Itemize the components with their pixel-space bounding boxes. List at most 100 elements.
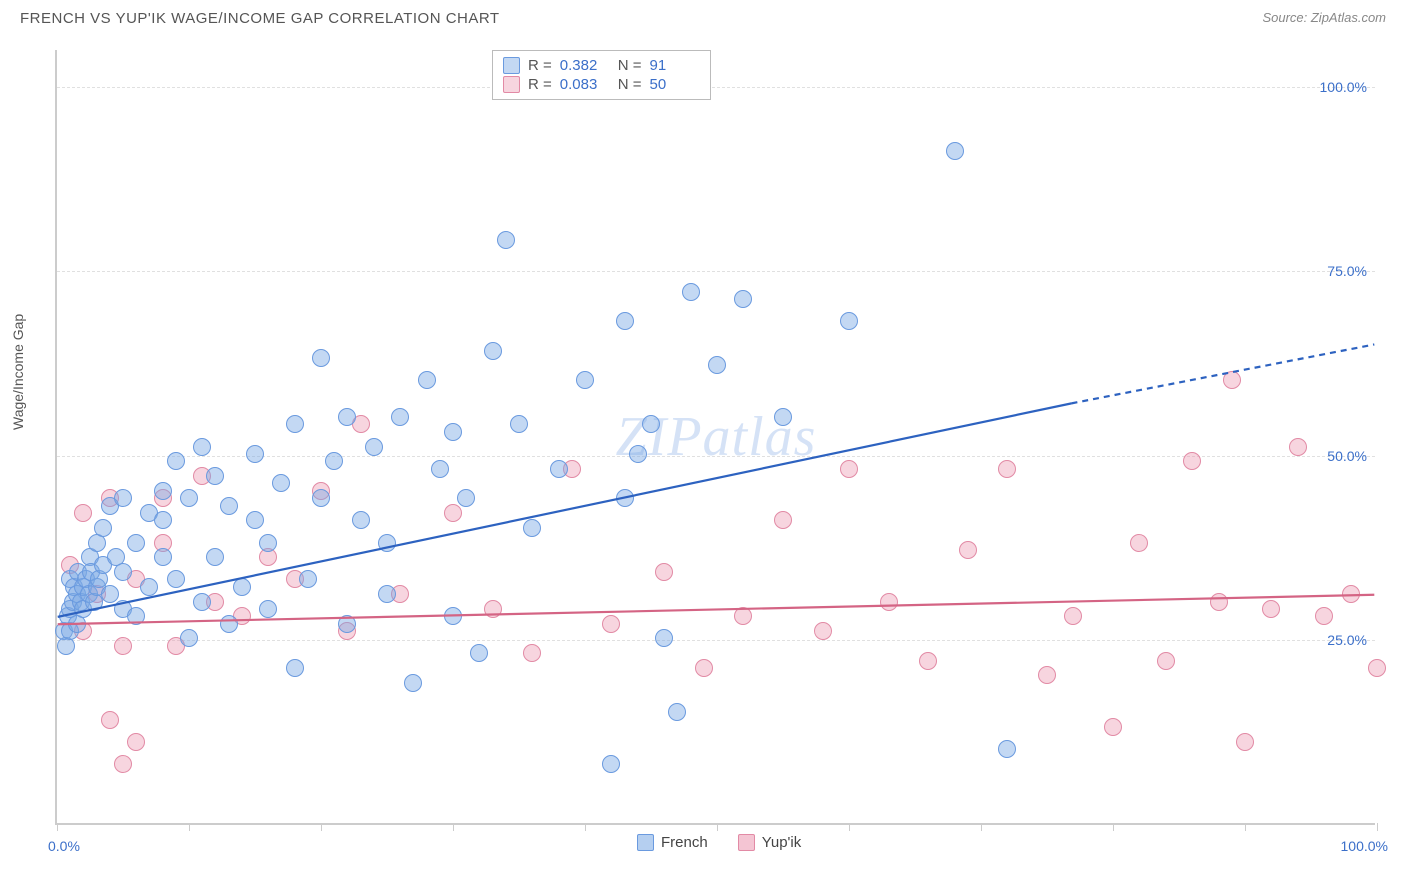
scatter-point-yupik (484, 600, 502, 618)
x-tick (321, 823, 322, 831)
legend-label: French (661, 834, 708, 851)
legend-label: Yup'ik (762, 834, 802, 851)
source-attribution: Source: ZipAtlas.com (1262, 10, 1386, 25)
legend-item: French (637, 834, 708, 851)
scatter-point-french (246, 511, 264, 529)
scatter-point-french (998, 740, 1016, 758)
legend: French Yup'ik (637, 834, 801, 851)
scatter-point-french (629, 445, 647, 463)
scatter-point-french (404, 674, 422, 692)
scatter-point-yupik (880, 593, 898, 611)
scatter-point-yupik (444, 504, 462, 522)
scatter-point-french (220, 615, 238, 633)
scatter-point-french (510, 415, 528, 433)
scatter-point-french (946, 142, 964, 160)
y-tick-label: 100.0% (1320, 79, 1367, 95)
scatter-point-french (325, 452, 343, 470)
scatter-point-french (840, 312, 858, 330)
x-tick (57, 823, 58, 831)
stat-value-r-yupik: 0.083 (560, 76, 610, 93)
scatter-point-french (127, 607, 145, 625)
stat-value-r-french: 0.382 (560, 57, 610, 74)
scatter-point-french (312, 349, 330, 367)
legend-swatch (738, 834, 755, 851)
chart-title: FRENCH VS YUP'IK WAGE/INCOME GAP CORRELA… (20, 10, 500, 27)
scatter-point-french (682, 283, 700, 301)
y-tick-label: 50.0% (1327, 448, 1367, 464)
scatter-point-french (127, 534, 145, 552)
scatter-point-yupik (919, 652, 937, 670)
scatter-point-french (338, 408, 356, 426)
scatter-point-yupik (101, 711, 119, 729)
x-tick (849, 823, 850, 831)
scatter-point-french (774, 408, 792, 426)
scatter-point-yupik (998, 460, 1016, 478)
scatter-point-yupik (1289, 438, 1307, 456)
stat-label-n: N = (618, 57, 642, 74)
scatter-point-french (602, 755, 620, 773)
scatter-point-french (206, 548, 224, 566)
scatter-point-french (154, 511, 172, 529)
scatter-point-french (206, 467, 224, 485)
stat-value-n-yupik: 50 (650, 76, 700, 93)
scatter-point-yupik (114, 755, 132, 773)
scatter-point-french (154, 548, 172, 566)
plot-area: ZIPatlas R = 0.382 N = 91 R = 0.083 N = … (55, 50, 1375, 825)
scatter-point-french (259, 534, 277, 552)
scatter-point-french (338, 615, 356, 633)
scatter-point-yupik (523, 644, 541, 662)
scatter-point-yupik (74, 504, 92, 522)
x-tick (981, 823, 982, 831)
scatter-point-yupik (1104, 718, 1122, 736)
x-tick (453, 823, 454, 831)
scatter-point-french (193, 593, 211, 611)
scatter-point-french (484, 342, 502, 360)
scatter-point-french (616, 312, 634, 330)
y-tick-label: 25.0% (1327, 632, 1367, 648)
scatter-point-french (114, 489, 132, 507)
x-tick-label-max: 100.0% (1341, 838, 1388, 854)
scatter-point-yupik (734, 607, 752, 625)
regression-lines (57, 50, 1375, 823)
scatter-point-yupik (1368, 659, 1386, 677)
scatter-point-yupik (1130, 534, 1148, 552)
scatter-point-french (259, 600, 277, 618)
scatter-point-french (365, 438, 383, 456)
scatter-point-french (616, 489, 634, 507)
x-tick (1245, 823, 1246, 831)
scatter-point-french (550, 460, 568, 478)
stats-box: R = 0.382 N = 91 R = 0.083 N = 50 (492, 50, 711, 100)
scatter-point-french (378, 585, 396, 603)
swatch-yupik (503, 76, 520, 93)
scatter-point-french (642, 415, 660, 433)
scatter-point-french (286, 415, 304, 433)
scatter-point-yupik (814, 622, 832, 640)
scatter-point-french (101, 585, 119, 603)
scatter-point-french (193, 438, 211, 456)
scatter-point-yupik (1210, 593, 1228, 611)
x-tick (717, 823, 718, 831)
scatter-point-yupik (1262, 600, 1280, 618)
y-tick-label: 75.0% (1327, 263, 1367, 279)
scatter-point-yupik (1064, 607, 1082, 625)
scatter-point-french (233, 578, 251, 596)
stat-value-n-french: 91 (650, 57, 700, 74)
scatter-point-french (431, 460, 449, 478)
scatter-point-yupik (655, 563, 673, 581)
scatter-point-french (655, 629, 673, 647)
scatter-point-yupik (1183, 452, 1201, 470)
scatter-point-french (220, 497, 238, 515)
scatter-point-french (180, 629, 198, 647)
scatter-point-yupik (1223, 371, 1241, 389)
scatter-point-french (299, 570, 317, 588)
scatter-point-french (668, 703, 686, 721)
scatter-point-french (576, 371, 594, 389)
scatter-point-yupik (602, 615, 620, 633)
legend-swatch (637, 834, 654, 851)
scatter-point-french (154, 482, 172, 500)
scatter-point-yupik (1038, 666, 1056, 684)
scatter-point-french (457, 489, 475, 507)
scatter-point-french (114, 563, 132, 581)
scatter-point-french (444, 607, 462, 625)
scatter-point-french (286, 659, 304, 677)
